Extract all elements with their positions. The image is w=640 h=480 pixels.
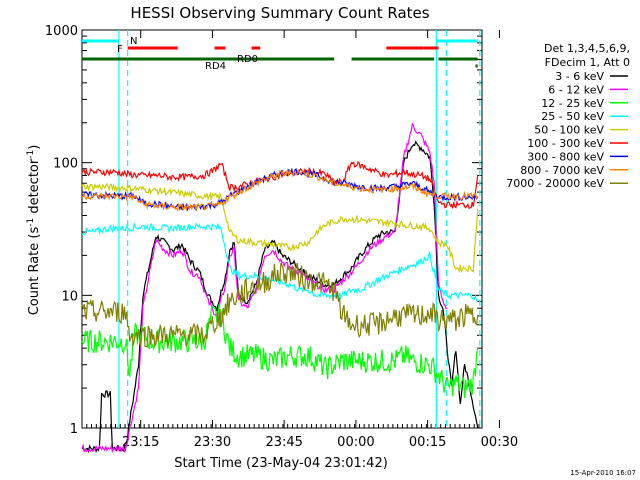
series-line: [81, 167, 479, 212]
series-lines: [81, 123, 479, 454]
y-label-main: Count Rate (s: [27, 227, 42, 316]
series-line: [81, 262, 479, 348]
y-tick-label: 1: [70, 422, 78, 437]
y-axis-ticks: 1 10 100 1000: [45, 24, 482, 437]
y-axis-label: Count Rate (s-1 detector-1): [26, 145, 42, 316]
legend-label: 6 - 12 keV: [548, 83, 604, 96]
y-label-mid: detector: [27, 158, 42, 218]
y-tick-label: 100: [53, 157, 78, 172]
legend: Det 1,3,4,5,6,9, FDecim 1, Att 0 3 - 6 k…: [506, 42, 630, 190]
series-line: [81, 182, 479, 274]
x-tick-label: 00:00: [337, 435, 374, 450]
series-line: [81, 123, 448, 454]
chart-title: HESSI Observing Summary Count Rates: [130, 4, 429, 22]
legend-label: 300 - 800 keV: [527, 150, 604, 163]
state-label-rd0: RD0: [237, 54, 258, 65]
legend-label: 25 - 50 keV: [541, 110, 604, 123]
legend-header-1: Det 1,3,4,5,6,9,: [544, 42, 630, 55]
series-line: [81, 140, 479, 454]
x-tick-label: 00:15: [409, 435, 446, 450]
state-label-f: F: [117, 44, 123, 55]
x-tick-label: 23:15: [122, 435, 159, 450]
plot-frame: [81, 29, 483, 429]
state-label-n: N: [130, 36, 137, 47]
legend-header-2: FDecim 1, Att 0: [545, 56, 630, 69]
x-tick-label: 00:30: [481, 435, 518, 450]
y-tick-label: 10: [61, 289, 78, 304]
x-tick-label: 23:30: [194, 435, 231, 450]
y-tick-label: 1000: [45, 24, 78, 39]
state-label-rd4: RD4: [205, 61, 226, 72]
y-label-sup2: -1: [26, 150, 36, 159]
x-axis-ticks: 23:15 23:30 23:45 00:00 00:15 00:30: [81, 30, 518, 450]
vertical-markers: [118, 30, 481, 428]
legend-label: 800 - 7000 keV: [520, 164, 604, 177]
legend-label: 3 - 6 keV: [555, 70, 604, 83]
state-bars: NF RD0 RD4: [82, 36, 478, 72]
series-line: [81, 221, 479, 302]
legend-label: 7000 - 20000 keV: [506, 177, 604, 190]
legend-label: 50 - 100 keV: [534, 124, 604, 137]
x-tick-label: 23:45: [265, 435, 302, 450]
y-label-end: ): [27, 145, 42, 150]
y-label-sup1: -1: [26, 218, 36, 227]
legend-label: 100 - 300 keV: [527, 137, 604, 150]
legend-label: 12 - 25 keV: [541, 97, 604, 110]
x-axis-label: Start Time (23-May-04 23:01:42): [174, 456, 388, 471]
timestamp: 15-Apr-2010 16:07: [570, 469, 636, 477]
